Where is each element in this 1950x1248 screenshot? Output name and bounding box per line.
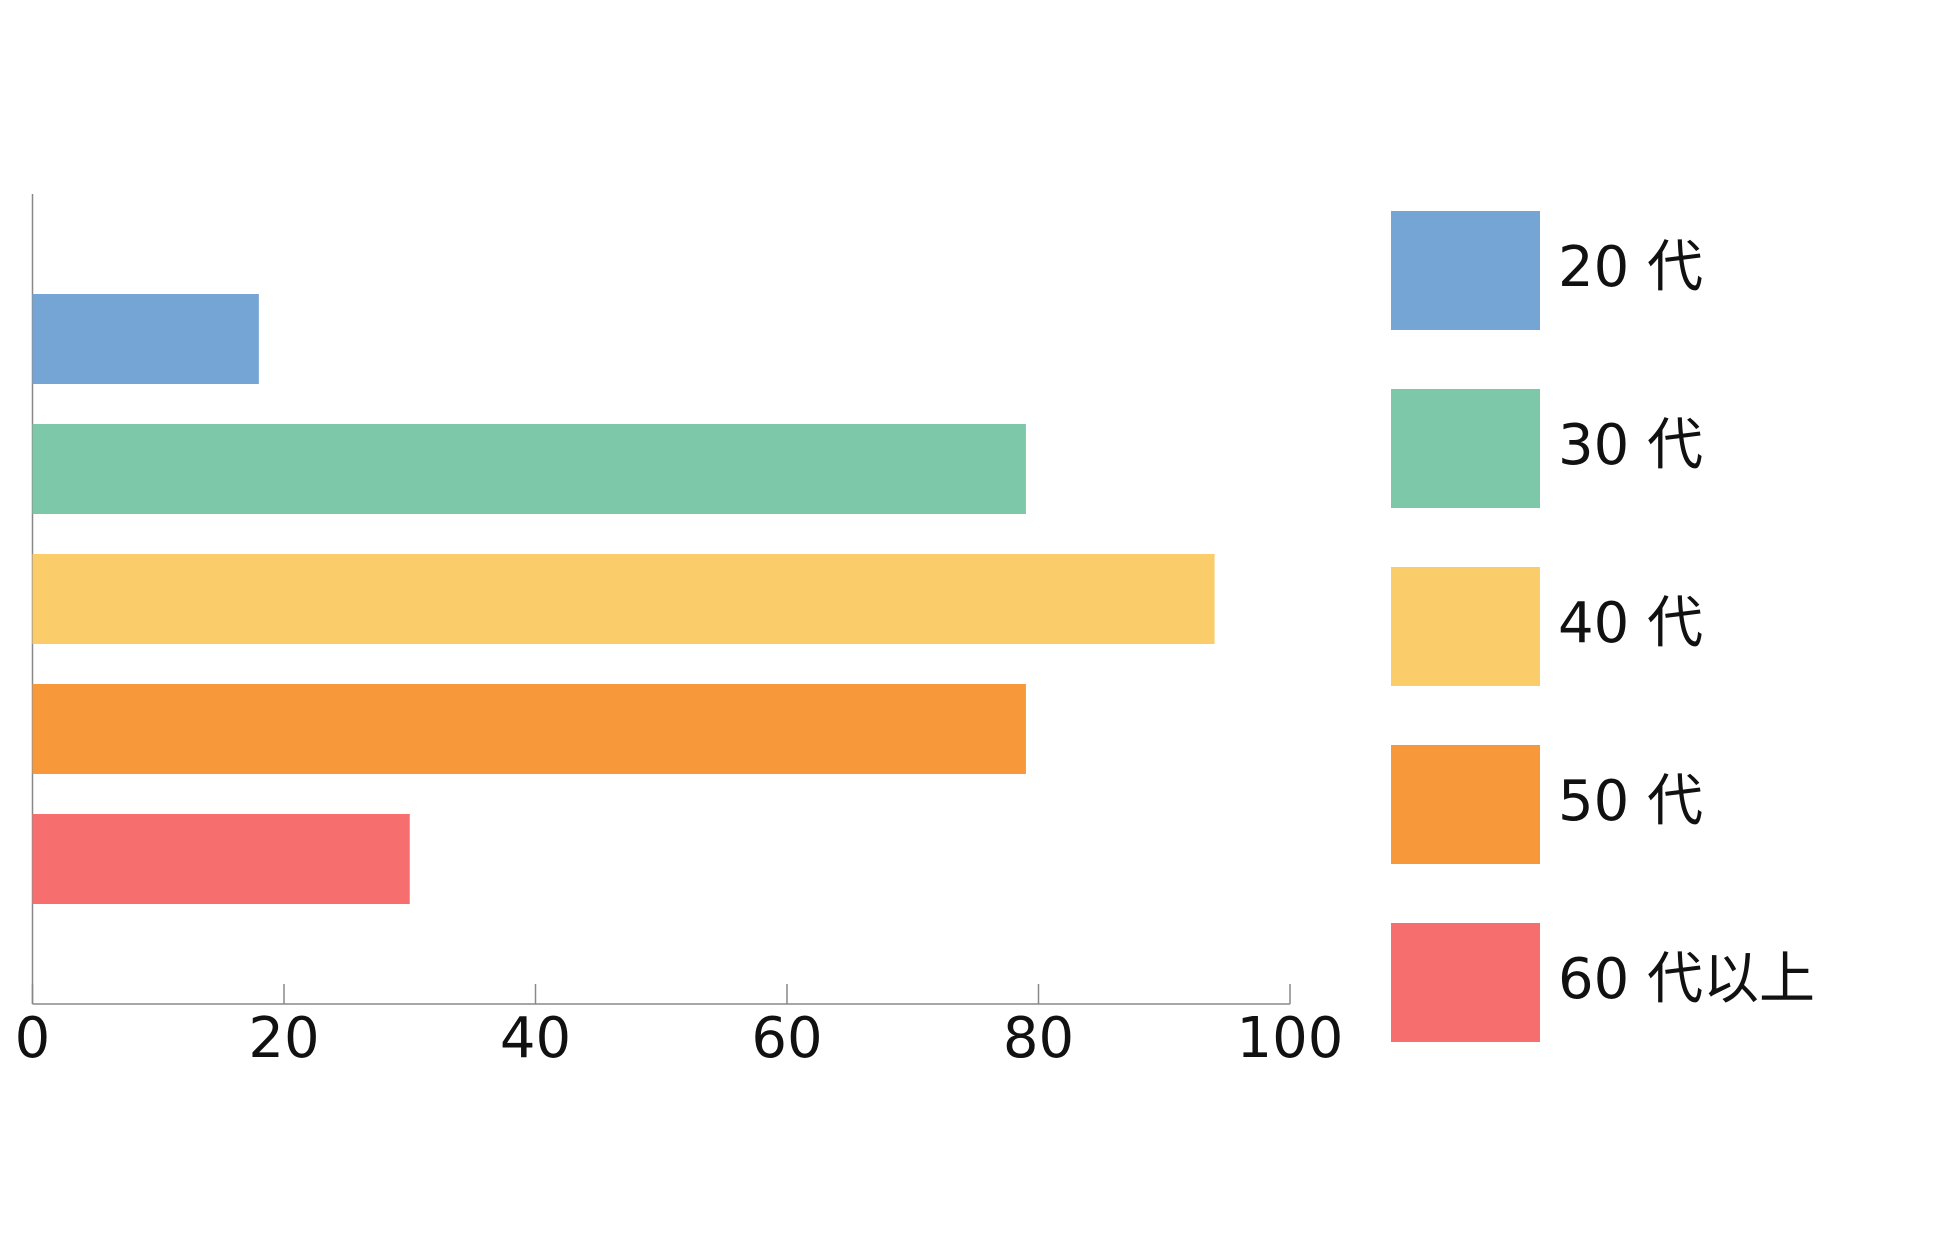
bar: [32, 294, 259, 384]
x-tick-label: 80: [1003, 1006, 1074, 1071]
legend-swatch: [1391, 567, 1540, 686]
bar: [32, 684, 1026, 774]
legend-swatch: [1391, 211, 1540, 330]
legend-label: 60 代以上: [1558, 947, 1815, 1012]
bar: [32, 554, 1215, 644]
x-tick-label: 60: [751, 1006, 822, 1071]
bar: [32, 814, 410, 904]
legend-swatch: [1391, 923, 1540, 1042]
legend-label: 20 代: [1558, 235, 1703, 300]
legend-label: 40 代: [1558, 591, 1703, 656]
legend-label: 30 代: [1558, 413, 1703, 478]
legend-swatch: [1391, 745, 1540, 864]
legend-label: 50 代: [1558, 769, 1703, 834]
legend-swatch: [1391, 389, 1540, 508]
bar: [32, 424, 1026, 514]
x-tick-label: 0: [15, 1006, 51, 1071]
x-tick-label: 40: [500, 1006, 571, 1071]
x-tick-label: 20: [248, 1006, 319, 1071]
x-tick-label: 100: [1237, 1006, 1344, 1071]
